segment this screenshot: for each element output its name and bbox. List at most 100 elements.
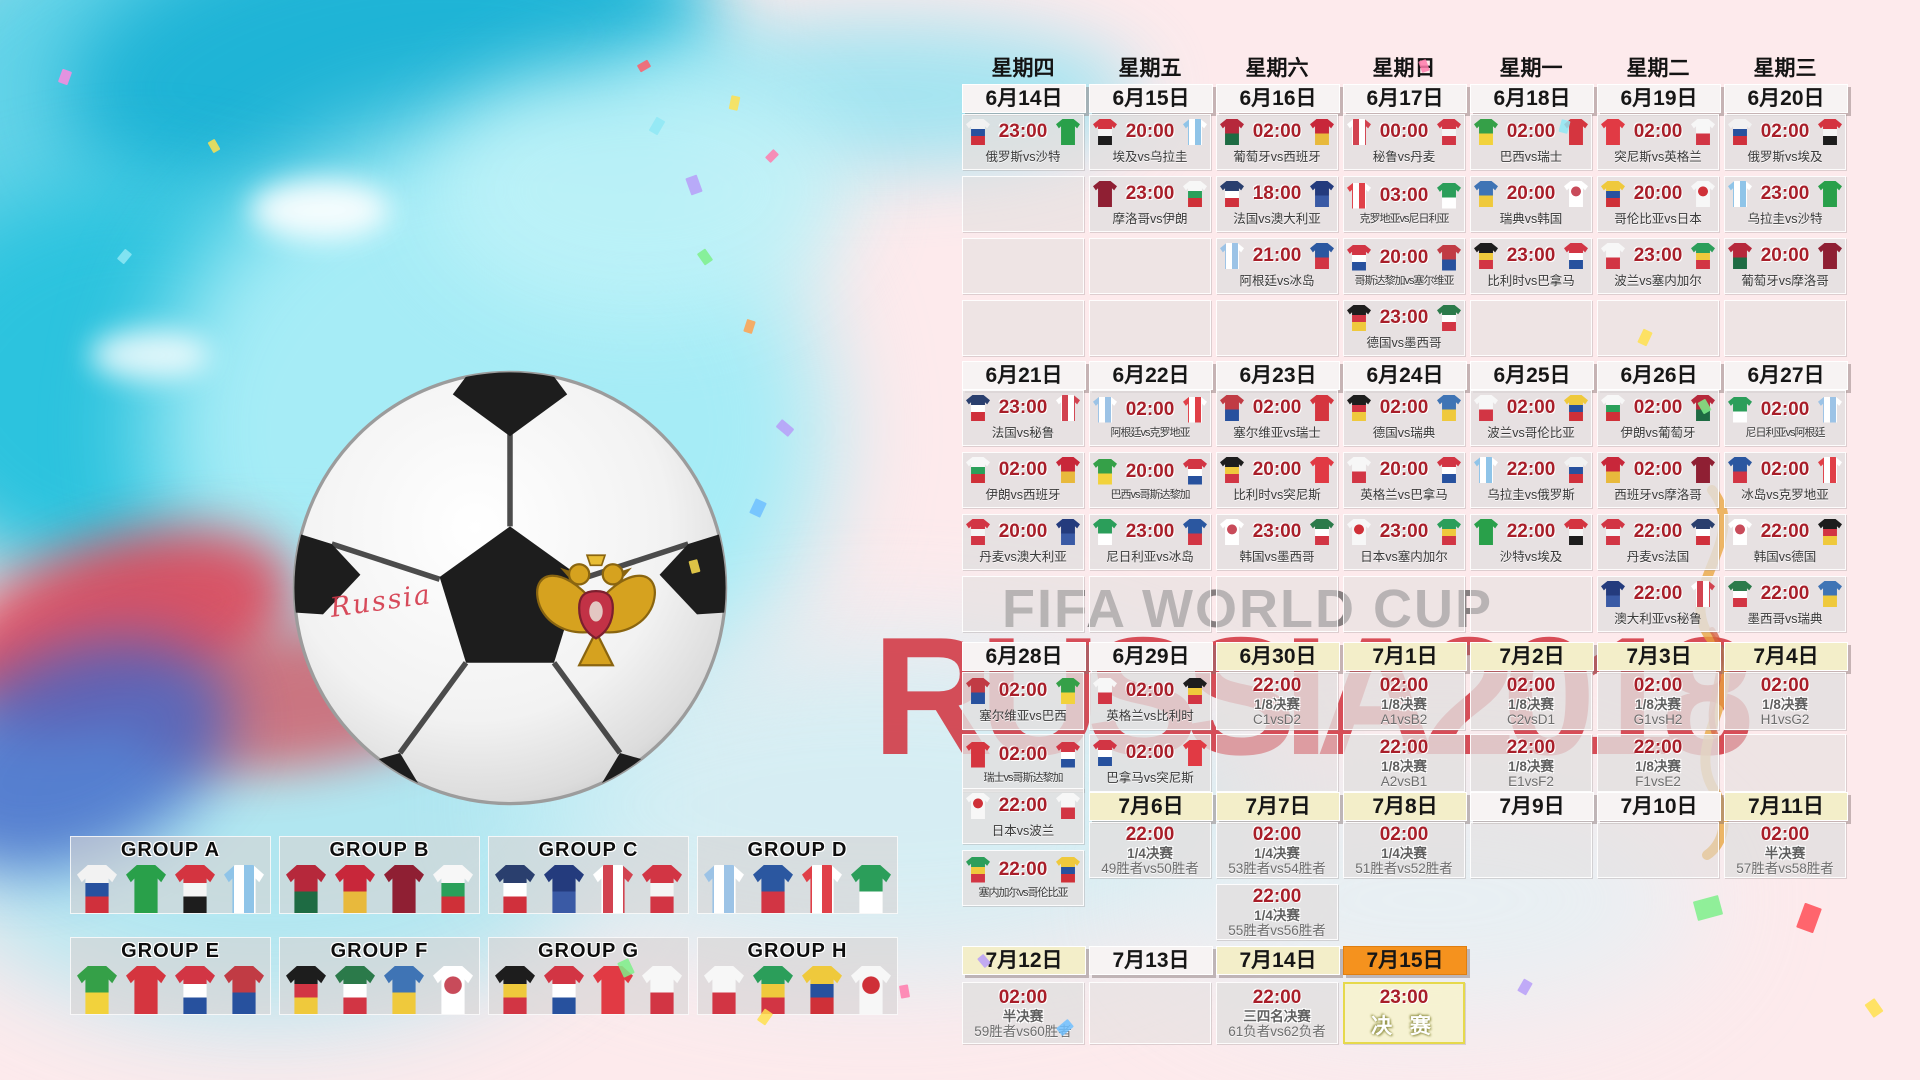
match-row: 02:00 [1090, 740, 1210, 766]
jersey-icon-波兰 [1056, 793, 1080, 819]
group-box-g: GROUP G [488, 937, 689, 1015]
jersey-icon-克罗地亚 [1818, 457, 1842, 483]
jersey-icon-突尼斯 [1183, 740, 1207, 766]
match-time: 02:00 [1760, 459, 1810, 480]
match-time: 22:00 [1760, 583, 1810, 604]
match-row: 22:00 [1598, 519, 1718, 545]
empty-cell [1470, 822, 1592, 878]
group-title: GROUP D [747, 839, 848, 861]
match-row: 20:00 [1090, 458, 1210, 485]
jersey-icon-瑞典 [1474, 181, 1498, 207]
empty-cell [1089, 238, 1211, 294]
jersey-icon-葡萄牙 [286, 865, 326, 913]
jersey-icon-澳大利亚 [1056, 519, 1080, 545]
match-row: 02:00 [1471, 119, 1591, 145]
jersey-icon-塞内加尔 [966, 856, 990, 883]
empty-cell [1089, 300, 1211, 356]
match-time: 23:00 [1506, 245, 1556, 266]
jersey-icon-巴西 [1056, 678, 1080, 704]
jersey-icon-英格兰 [1691, 119, 1715, 145]
match-label: 德国vs瑞典 [1372, 426, 1436, 440]
match-time: 23:00 [1252, 521, 1302, 542]
jersey-icon-英格兰 [642, 966, 682, 1014]
match-time: 02:00 [1252, 121, 1302, 142]
match-time: 02:00 [1633, 121, 1683, 142]
match-row: 02:00 [1598, 119, 1718, 145]
match-label: 英格兰vs巴拿马 [1360, 488, 1448, 502]
match-time: 20:00 [1760, 245, 1810, 266]
knockout-time: 22:00 [1379, 736, 1429, 758]
empty-cell [962, 176, 1084, 232]
match-time: 20:00 [1125, 460, 1175, 482]
jersey-icon-秘鲁 [1691, 581, 1715, 607]
match-time: 22:00 [998, 795, 1048, 816]
date-header: 7月14日 [1216, 946, 1340, 975]
knockout-cell: 02:00 1/8决赛 H1vsG2 [1724, 672, 1846, 730]
match-label: 摩洛哥vs伊朗 [1112, 212, 1188, 226]
jersey-icon-尼日利亚 [1093, 519, 1117, 545]
jersey-icon-丹麦 [966, 519, 990, 545]
group-title: GROUP E [121, 940, 220, 962]
match-row: 23:00 [1090, 519, 1210, 545]
date-header: 6月22日 [1089, 361, 1213, 390]
group-jerseys [489, 966, 688, 1014]
match-row: 02:00 [1725, 457, 1845, 483]
jersey-icon-德国 [1347, 305, 1371, 331]
knockout-teams: G1vsH2 [1633, 711, 1683, 727]
final-time: 23:00 [1379, 986, 1429, 1008]
group-box-c: GROUP C [488, 836, 689, 914]
jersey-icon-韩国 [1564, 181, 1588, 207]
match-cell: 22:00 澳大利亚vs秘鲁 [1597, 576, 1719, 632]
jersey-icon-丹麦 [1601, 519, 1625, 545]
match-row: 22:00 [1471, 519, 1591, 545]
jersey-icon-德国 [1347, 395, 1371, 421]
match-cell: 03:00 克罗地亚vs尼日利亚 [1343, 176, 1465, 232]
empty-cell [1470, 300, 1592, 356]
match-cell: 22:00 墨西哥vs瑞典 [1724, 576, 1846, 632]
empty-cell [1597, 300, 1719, 356]
match-label: 韩国vs德国 [1753, 550, 1817, 564]
knockout-cell: 02:00 1/8决赛 A1vsB2 [1343, 672, 1465, 730]
match-time: 20:00 [1506, 183, 1556, 204]
date-header: 6月14日 [962, 84, 1086, 113]
weekday-label: 星期四 [991, 57, 1055, 80]
match-time: 22:00 [1506, 459, 1556, 480]
match-cell: 20:00 丹麦vs澳大利亚 [962, 514, 1084, 570]
date-header: 6月18日 [1470, 84, 1594, 113]
match-time: 22:00 [1506, 521, 1556, 542]
jersey-icon-塞内加尔 [1437, 519, 1461, 545]
match-row: 23:00 [963, 119, 1083, 145]
weekday-label: 星期五 [1118, 57, 1182, 80]
match-row: 23:00 [1598, 243, 1718, 269]
match-cell: 22:00 乌拉圭vs俄罗斯 [1470, 452, 1592, 508]
knockout-time: 02:00 [1506, 674, 1556, 696]
match-cell: 23:00 摩洛哥vs伊朗 [1089, 176, 1211, 232]
knockout-stage: 1/8决赛 [1635, 758, 1681, 774]
jersey-icon-巴西 [1093, 458, 1117, 485]
match-label: 塞尔维亚vs巴西 [979, 709, 1067, 723]
match-time: 03:00 [1379, 184, 1429, 206]
match-row: 20:00 [1090, 119, 1210, 145]
jersey-icon-丹麦 [1437, 119, 1461, 145]
jersey-icon-埃及 [1093, 119, 1117, 145]
jersey-icon-尼日利亚 [1728, 396, 1752, 423]
group-title: GROUP G [537, 940, 640, 962]
knockout-time: 02:00 [1379, 674, 1429, 696]
match-time: 02:00 [1633, 459, 1683, 480]
jersey-icon-沙特 [1474, 519, 1498, 545]
match-time: 00:00 [1379, 121, 1429, 142]
date-header: 7月13日 [1089, 946, 1213, 975]
match-row: 02:00 [1725, 119, 1845, 145]
knockout-stage: 1/4决赛 [1381, 845, 1427, 861]
jersey-icon-澳大利亚 [1310, 181, 1334, 207]
empty-cell [962, 300, 1084, 356]
match-row: 20:00 [1217, 457, 1337, 483]
match-label: 墨西哥vs瑞典 [1747, 612, 1823, 626]
match-cell: 21:00 阿根廷vs冰岛 [1216, 238, 1338, 294]
group-title: GROUP C [538, 839, 639, 861]
date-header: 6月24日 [1343, 361, 1467, 390]
soccer-ball-graphic [292, 370, 728, 806]
match-cell: 02:00 葡萄牙vs西班牙 [1216, 114, 1338, 170]
knockout-teams: H1vsG2 [1760, 711, 1810, 727]
jersey-icon-西班牙 [335, 865, 375, 913]
